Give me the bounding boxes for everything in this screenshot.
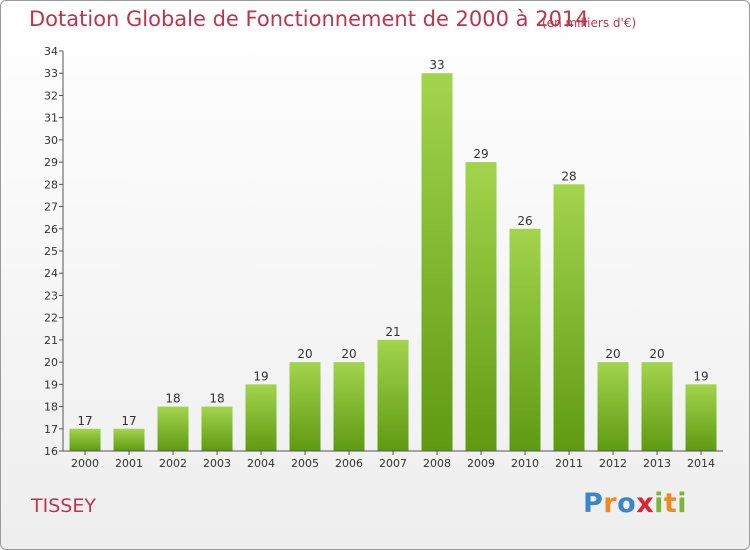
y-tick-label: 27 — [44, 201, 58, 214]
bar — [333, 362, 365, 451]
bar — [69, 428, 101, 451]
bar — [113, 428, 145, 451]
y-tick-label: 24 — [44, 267, 58, 280]
data-label: 19 — [253, 369, 268, 383]
data-label: 17 — [77, 414, 92, 428]
data-label: 18 — [209, 392, 224, 406]
y-tick-label: 26 — [44, 223, 58, 236]
logo-letter: P — [583, 488, 604, 519]
logo-letter: i — [654, 488, 664, 519]
data-label: 20 — [649, 347, 664, 361]
x-tick-label: 2014 — [687, 457, 715, 470]
logo-letter: r — [603, 488, 618, 519]
data-label: 20 — [605, 347, 620, 361]
bar — [685, 384, 717, 451]
bar — [509, 228, 541, 451]
data-label: 20 — [341, 347, 356, 361]
data-label: 21 — [385, 325, 400, 339]
chart-subtitle: (en milliers d'€) — [542, 16, 637, 30]
y-tick-label: 23 — [44, 289, 58, 302]
x-tick-label: 2003 — [203, 457, 231, 470]
bar — [597, 362, 629, 451]
y-tick-label: 30 — [44, 134, 58, 147]
bar — [245, 384, 277, 451]
data-label: 20 — [297, 347, 312, 361]
data-label: 17 — [121, 414, 136, 428]
y-tick-label: 33 — [44, 67, 58, 80]
logo-letter: x — [636, 488, 655, 519]
bar — [289, 362, 321, 451]
y-tick-label: 25 — [44, 245, 58, 258]
data-label: 26 — [517, 214, 532, 228]
y-tick-label: 19 — [44, 378, 58, 391]
x-tick-label: 2002 — [159, 457, 187, 470]
bar — [377, 339, 409, 451]
y-tick-label: 18 — [44, 401, 58, 414]
x-tick-label: 2006 — [335, 457, 363, 470]
bars-group: 17 17 18 18 19 20 20 21 33 29 26 28 20 20 19 — [69, 58, 717, 452]
axes-group: 2000 2001 2002 2003 2004 2005 2006 2007 2008 2009… — [44, 45, 723, 470]
logo-letter: o — [617, 488, 637, 519]
y-tick-label: 21 — [44, 334, 58, 347]
city-name: TISSEY — [31, 495, 96, 517]
x-tick-label: 2010 — [511, 457, 539, 470]
x-tick-label: 2004 — [247, 457, 275, 470]
y-tick-label: 17 — [44, 423, 58, 436]
proxiti-logo: Proxiti — [583, 488, 687, 519]
x-tick-label: 2005 — [291, 457, 319, 470]
data-label: 19 — [693, 369, 708, 383]
y-tick-label: 22 — [44, 312, 58, 325]
data-label: 33 — [429, 58, 444, 72]
y-tick-label: 34 — [44, 45, 58, 58]
y-tick-label: 20 — [44, 356, 58, 369]
x-tick-label: 2008 — [423, 457, 451, 470]
x-tick-label: 2000 — [71, 457, 99, 470]
y-tick-label: 32 — [44, 89, 58, 102]
y-tick-label: 29 — [44, 156, 58, 169]
logo-letter: t — [663, 488, 678, 519]
x-tick-label: 2009 — [467, 457, 495, 470]
logo-letter: i — [677, 488, 688, 519]
x-tick-label: 2011 — [555, 457, 583, 470]
bar — [465, 162, 497, 451]
bar — [157, 406, 189, 451]
data-label: 29 — [473, 147, 488, 161]
y-tick-label: 28 — [44, 178, 58, 191]
x-tick-label: 2013 — [643, 457, 671, 470]
chart-title: Dotation Globale de Fonctionnement de 20… — [29, 7, 589, 31]
x-tick-label: 2001 — [115, 457, 143, 470]
bar — [201, 406, 233, 451]
data-label: 18 — [165, 392, 180, 406]
bar — [641, 362, 673, 451]
bar — [553, 184, 585, 452]
y-tick-label: 31 — [44, 112, 58, 125]
x-tick-label: 2012 — [599, 457, 627, 470]
y-tick-label: 16 — [44, 445, 58, 458]
x-tick-label: 2007 — [379, 457, 407, 470]
bar — [421, 73, 453, 451]
data-label: 28 — [561, 169, 576, 183]
